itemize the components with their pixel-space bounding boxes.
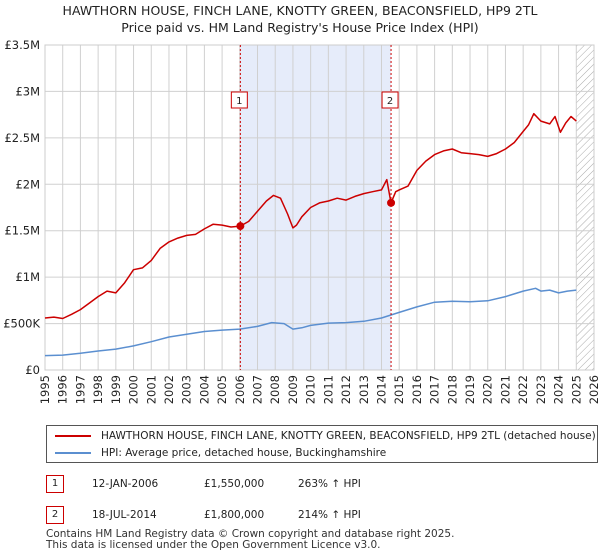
x-tick-label: 1999 — [109, 375, 123, 404]
sale-hpi-1: 263% ↑ HPI — [298, 478, 361, 490]
series-line-hpi — [44, 287, 577, 357]
forecast-hatch — [576, 45, 594, 370]
footer-line2: This data is licensed under the Open Gov… — [46, 539, 381, 551]
x-tick-label: 2014 — [374, 375, 388, 404]
series-line-property — [44, 112, 577, 320]
x-tick-label: 1998 — [91, 375, 105, 404]
y-tick-label: £3.5M — [4, 38, 40, 52]
legend-label-hpi: HPI: Average price, detached house, Buck… — [101, 447, 387, 459]
sales-period-shade — [240, 45, 392, 370]
x-tick-label: 2025 — [569, 375, 583, 404]
sale-price-1: £1,550,000 — [204, 478, 265, 490]
chart-title-line2: Price paid vs. HM Land Registry's House … — [121, 20, 479, 35]
y-tick-label: £2.5M — [4, 131, 40, 145]
x-tick-label: 2003 — [180, 375, 194, 404]
sale-price-2: £1,800,000 — [204, 509, 265, 521]
sale-callout-box-2 — [381, 91, 399, 109]
chart-title-line1: HAWTHORN HOUSE, FINCH LANE, KNOTTY GREEN… — [62, 3, 538, 18]
chart-title: HAWTHORN HOUSE, FINCH LANE, KNOTTY GREEN… — [0, 2, 600, 36]
plot-border — [44, 44, 595, 371]
sale-badge-2: 2 — [46, 506, 64, 524]
x-tick-label: 2009 — [286, 375, 300, 404]
y-tick-label: £1.5M — [4, 224, 40, 238]
x-tick-label: 2023 — [534, 375, 548, 404]
sale-point-2 — [387, 198, 396, 207]
y-tick-label: £2M — [15, 177, 40, 191]
legend-label-property: HAWTHORN HOUSE, FINCH LANE, KNOTTY GREEN… — [101, 430, 596, 442]
x-tick-label: 2018 — [445, 375, 459, 404]
legend: HAWTHORN HOUSE, FINCH LANE, KNOTTY GREEN… — [46, 425, 598, 463]
y-tick-label: £1M — [15, 270, 40, 284]
x-tick-label: 2007 — [251, 375, 265, 404]
x-tick-label: 2015 — [392, 375, 406, 404]
x-tick-label: 2011 — [321, 375, 335, 404]
x-tick-label: 2017 — [428, 375, 442, 404]
sale-callout-label-2: 2 — [387, 96, 393, 107]
x-tick-label: 2012 — [339, 375, 353, 404]
x-tick-label: 2008 — [268, 375, 282, 404]
x-tick-label: 2005 — [215, 375, 229, 404]
x-tick-label: 2010 — [304, 375, 318, 404]
legend-swatch-hpi — [55, 452, 91, 454]
x-tick-label: 2001 — [144, 375, 158, 404]
y-tick-label: £3M — [15, 84, 40, 98]
x-tick-label: 2021 — [498, 375, 512, 404]
footer-line1: Contains HM Land Registry data © Crown c… — [46, 528, 455, 540]
sale-callout-box-1 — [230, 91, 248, 109]
x-tick-label: 2024 — [552, 375, 566, 404]
x-tick-label: 2022 — [516, 375, 530, 404]
sale-date-2: 18-JUL-2014 — [92, 509, 157, 521]
legend-swatch-property — [55, 435, 91, 437]
x-tick-label: 2002 — [162, 375, 176, 404]
x-tick-label: 2020 — [481, 375, 495, 404]
x-tick-label: 1997 — [73, 375, 87, 404]
sale-callout-label-1: 1 — [236, 96, 242, 107]
x-tick-label: 2004 — [197, 375, 211, 404]
x-tick-label: 2013 — [357, 375, 371, 404]
x-tick-label: 2019 — [463, 375, 477, 404]
x-tick-label: 2006 — [233, 375, 247, 404]
sale-point-1 — [236, 222, 245, 231]
sale-hpi-2: 214% ↑ HPI — [298, 509, 361, 521]
x-tick-label: 2016 — [410, 375, 424, 404]
y-tick-label: £500K — [3, 317, 40, 331]
y-tick-label: £0 — [25, 363, 40, 377]
x-tick-label: 2000 — [127, 375, 141, 404]
x-tick-label: 2026 — [587, 375, 600, 404]
sale-date-1: 12-JAN-2006 — [92, 478, 159, 490]
footer: Contains HM Land Registry data © Crown c… — [46, 529, 454, 551]
x-tick-label: 1995 — [38, 375, 52, 404]
sale-badge-1: 1 — [46, 475, 64, 493]
x-tick-label: 1996 — [56, 375, 70, 404]
